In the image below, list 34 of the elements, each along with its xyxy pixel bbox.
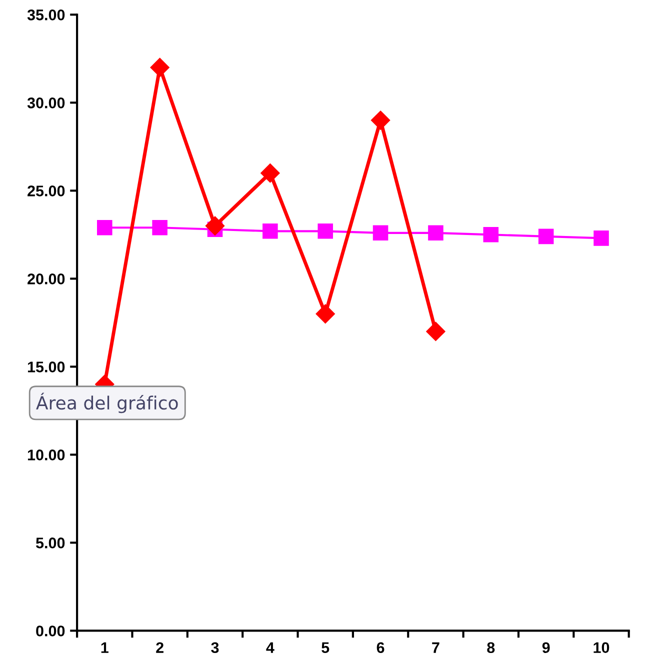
y-tick-label: 15.00 (28, 362, 65, 372)
y-tick-label: 30.00 (27, 98, 65, 108)
point (428, 225, 444, 241)
point (426, 322, 446, 342)
x-tick-label: 1 (101, 642, 108, 653)
point (152, 220, 168, 236)
point (150, 58, 170, 77)
point (318, 224, 333, 239)
point (316, 304, 335, 324)
y-tick-label: 0.00 (36, 626, 65, 636)
x-tick-label: 2 (156, 642, 164, 653)
point (538, 228, 554, 244)
x-tick-label: 7 (432, 642, 440, 653)
point (594, 230, 609, 246)
y-tick-label: 5.00 (36, 538, 65, 548)
point (371, 110, 390, 130)
y-tick-label: 20.00 (28, 274, 65, 284)
annotation: Área del gráfico (36, 392, 178, 414)
point (483, 227, 499, 242)
point (262, 224, 278, 239)
x-tick-label: 10 (594, 642, 610, 654)
x-tick-label: 9 (542, 642, 550, 654)
y-tick-label: 35.00 (27, 10, 65, 20)
point (372, 225, 388, 241)
point (205, 216, 225, 236)
x-tick-label: 8 (487, 642, 495, 654)
point (97, 220, 112, 236)
y-tick-label: 25.00 (28, 186, 65, 196)
x-tick-label: 6 (376, 642, 384, 654)
point (260, 164, 280, 183)
y-tick-label: 10.00 (28, 450, 65, 460)
x-tick-label: 4 (266, 642, 274, 653)
x-tick-label: 5 (322, 642, 330, 654)
x-tick-label: 3 (211, 642, 219, 654)
